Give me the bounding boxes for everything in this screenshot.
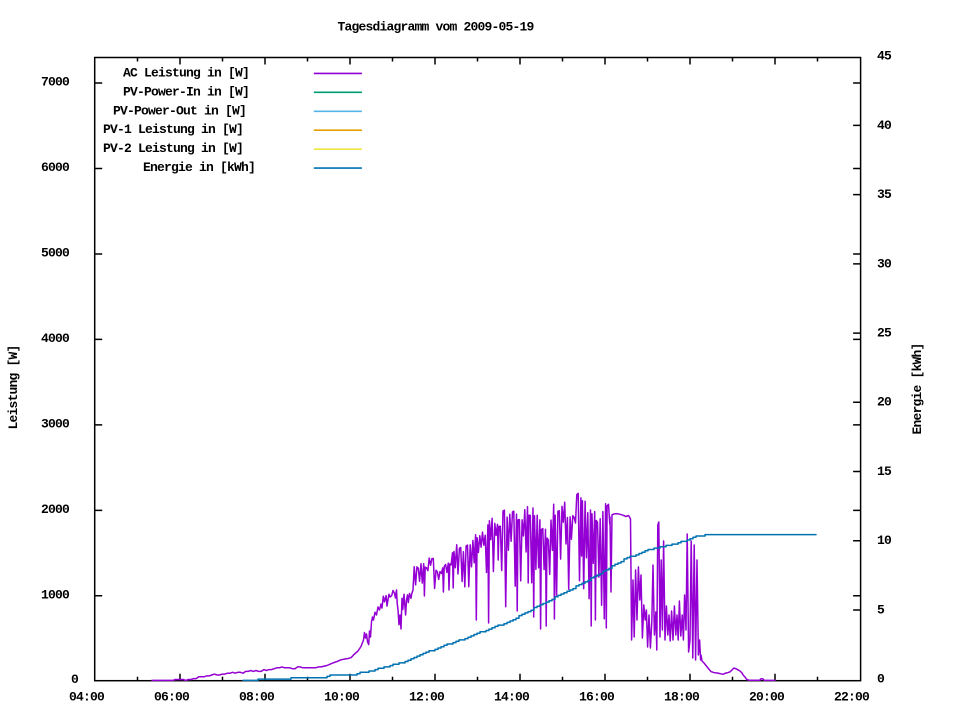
svg-text:18:00: 18:00 xyxy=(664,690,700,705)
svg-text:AC Leistung in [W]: AC Leistung in [W] xyxy=(123,65,249,80)
svg-text:35: 35 xyxy=(877,187,892,202)
svg-text:5: 5 xyxy=(877,602,885,617)
svg-text:15: 15 xyxy=(877,464,892,479)
svg-text:2000: 2000 xyxy=(41,502,70,517)
svg-text:PV-2 Leistung in [W]: PV-2 Leistung in [W] xyxy=(103,141,243,156)
svg-text:0: 0 xyxy=(71,672,79,687)
svg-text:10:00: 10:00 xyxy=(324,690,360,705)
svg-text:PV-Power-In in [W]: PV-Power-In in [W] xyxy=(123,84,249,99)
svg-text:12:00: 12:00 xyxy=(409,690,445,705)
svg-text:3000: 3000 xyxy=(41,416,70,431)
svg-text:45: 45 xyxy=(877,49,892,64)
svg-text:20:00: 20:00 xyxy=(749,690,785,705)
svg-text:Energie [kWh]: Energie [kWh] xyxy=(910,343,925,434)
svg-text:10: 10 xyxy=(877,533,892,548)
svg-text:16:00: 16:00 xyxy=(579,690,615,705)
svg-text:0: 0 xyxy=(877,672,885,687)
svg-text:20: 20 xyxy=(877,395,892,410)
svg-text:5000: 5000 xyxy=(41,245,70,260)
svg-text:30: 30 xyxy=(877,256,892,271)
svg-text:4000: 4000 xyxy=(41,331,70,346)
svg-text:40: 40 xyxy=(877,118,892,133)
svg-text:6000: 6000 xyxy=(41,160,70,175)
svg-text:PV-Power-Out in [W]: PV-Power-Out in [W] xyxy=(113,103,246,118)
svg-text:04:00: 04:00 xyxy=(69,690,105,705)
svg-text:7000: 7000 xyxy=(41,74,70,89)
svg-text:Energie in [kWh]: Energie in [kWh] xyxy=(143,160,255,175)
svg-text:Leistung [W]: Leistung [W] xyxy=(6,345,21,429)
svg-text:08:00: 08:00 xyxy=(239,690,275,705)
svg-text:14:00: 14:00 xyxy=(494,690,530,705)
svg-text:25: 25 xyxy=(877,325,892,340)
svg-text:1000: 1000 xyxy=(41,587,70,602)
svg-text:Tagesdiagramm vom 2009-05-19: Tagesdiagramm vom 2009-05-19 xyxy=(338,20,535,35)
svg-text:PV-1 Leistung in [W]: PV-1 Leistung in [W] xyxy=(103,122,243,137)
svg-text:22:00: 22:00 xyxy=(834,690,870,705)
svg-text:06:00: 06:00 xyxy=(154,690,190,705)
